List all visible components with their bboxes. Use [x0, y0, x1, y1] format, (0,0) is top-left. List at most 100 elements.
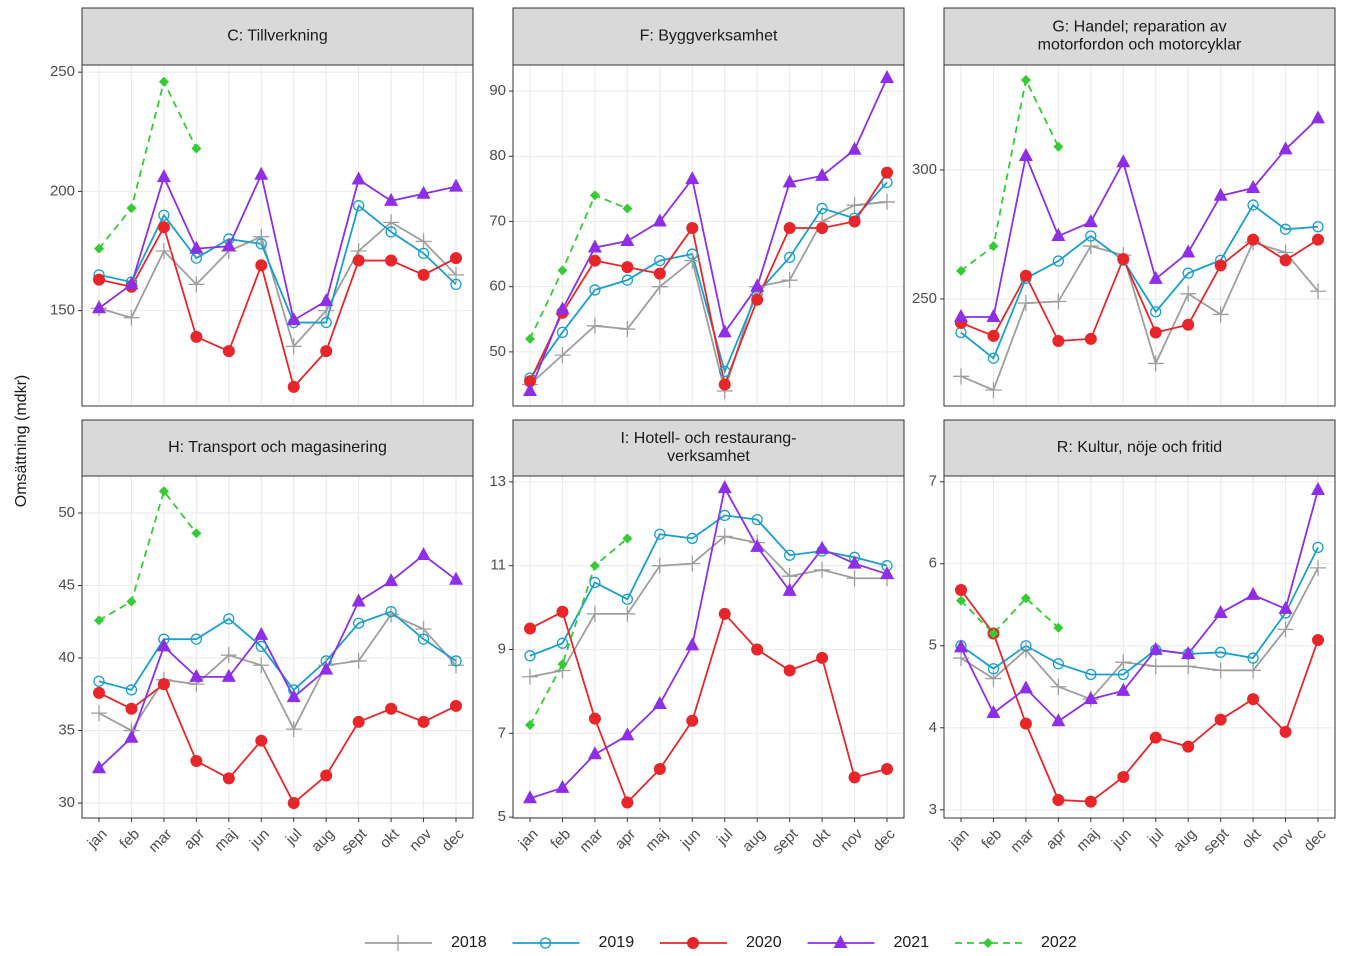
plot-background [82, 476, 473, 818]
y-tick-label: 45 [58, 576, 75, 593]
marker [1182, 318, 1195, 331]
marker [1085, 668, 1097, 681]
marker [622, 203, 633, 214]
marker [1214, 259, 1227, 272]
x-tick-label: mar [1007, 826, 1037, 856]
x-tick-label: jun [677, 826, 704, 853]
x-tick-label: sept [338, 825, 371, 858]
marker [881, 762, 893, 775]
marker [1084, 332, 1097, 345]
marker [158, 486, 169, 497]
marker [223, 613, 235, 625]
panel-border [512, 475, 905, 819]
marker [751, 513, 763, 526]
marker [555, 301, 570, 315]
marker [1148, 641, 1163, 655]
marker [1279, 223, 1292, 235]
panel-title: F: Byggverksamhet [640, 28, 778, 45]
marker [1150, 306, 1162, 318]
marker [783, 251, 796, 263]
series-line [98, 489, 198, 622]
plot-background [513, 476, 904, 818]
marker [417, 247, 430, 260]
y-tick-label: 70 [489, 212, 506, 229]
marker [417, 633, 430, 645]
marker [522, 668, 538, 685]
marker [1246, 586, 1261, 600]
marker [684, 252, 701, 269]
x-tick-label: jul [713, 826, 736, 849]
marker [126, 596, 137, 607]
marker [94, 243, 104, 254]
marker [94, 615, 104, 626]
marker [589, 560, 600, 571]
marker [816, 651, 829, 664]
marker [987, 329, 1000, 342]
marker [385, 254, 398, 267]
marker [1051, 713, 1066, 727]
marker [220, 647, 237, 664]
x-tick-label: nov [837, 825, 866, 854]
marker [621, 796, 634, 809]
marker [750, 278, 765, 292]
marker [450, 278, 462, 291]
marker [1083, 691, 1098, 705]
y-tick-label: 13 [489, 473, 506, 490]
panel-title: verksamhet [667, 448, 750, 465]
marker [782, 174, 797, 188]
panel: R: Kultur, nöje och fritid 3 4 5 6 7 jan feb mar… [929, 419, 1336, 858]
y-tick-label: 250 [50, 63, 75, 80]
marker [221, 668, 236, 682]
marker [255, 640, 267, 653]
marker [1020, 593, 1031, 604]
y-tick-label: 5 [929, 637, 937, 654]
series-line [960, 589, 1319, 803]
marker [1052, 334, 1065, 347]
y-tick-label: 250 [912, 290, 937, 307]
series-line [529, 77, 888, 392]
marker [783, 549, 796, 561]
marker [717, 480, 732, 494]
marker [988, 241, 999, 252]
marker [651, 557, 668, 574]
marker [158, 76, 169, 87]
marker [320, 345, 333, 358]
marker [1117, 770, 1130, 783]
x-tick-label: okt [808, 825, 835, 852]
marker [320, 769, 333, 782]
marker [954, 309, 968, 323]
marker [125, 684, 138, 696]
marker [816, 222, 829, 235]
y-tick-label: 7 [498, 724, 506, 741]
x-tick-label: jun [1108, 826, 1135, 853]
marker [157, 221, 170, 234]
y-axis-label: Omsättning (mdkr) [13, 375, 30, 507]
marker [1020, 74, 1031, 85]
marker [448, 266, 464, 283]
marker [254, 166, 269, 180]
x-tick-label: dec [439, 825, 468, 854]
marker [1051, 228, 1066, 242]
plot-background [944, 65, 1335, 406]
marker [449, 178, 463, 192]
marker [383, 606, 400, 623]
marker [523, 383, 537, 397]
x-tick-label: sept [1200, 825, 1233, 858]
strip-background [81, 7, 474, 66]
strip-background [943, 419, 1336, 477]
marker [415, 233, 432, 250]
marker [156, 638, 171, 652]
marker [554, 347, 571, 364]
series-line [529, 535, 887, 678]
marker [123, 309, 140, 326]
y-tick-label: 50 [489, 343, 506, 360]
marker [124, 729, 139, 743]
marker [588, 712, 601, 725]
marker [1017, 295, 1034, 312]
marker [1312, 541, 1324, 554]
marker [1116, 154, 1131, 168]
marker [589, 190, 600, 201]
y-tick-label: 35 [58, 722, 75, 739]
marker [651, 278, 668, 295]
marker [1149, 731, 1162, 744]
